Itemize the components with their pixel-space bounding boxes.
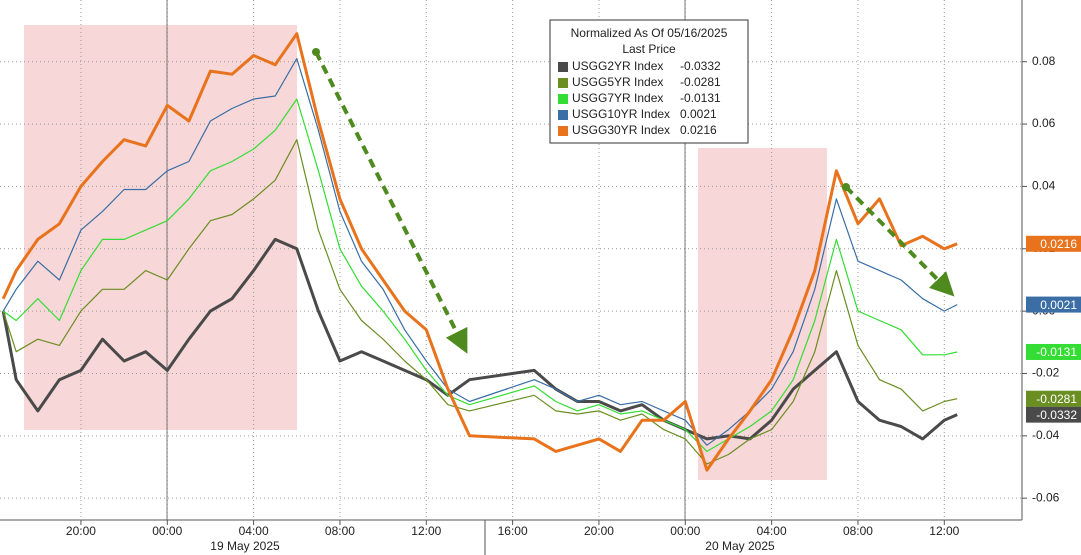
plot-lines [1,32,958,472]
last-value-label: -0.0281 [1036,392,1077,406]
last-value-label: 0.0216 [1040,237,1077,251]
legend-label: USGG7YR Index [572,91,663,105]
legend-label: USGG2YR Index [572,59,663,73]
x-tick-label: 16:00 [498,524,528,538]
last-value-tag [1026,390,1081,407]
series-line [1,32,958,472]
last-value-tag [1026,343,1081,360]
trend-arrow [314,51,468,354]
legend-label: USGG5YR Index [572,75,663,89]
x-tick-label: 00:00 [152,524,182,538]
legend-label: USGG30YR Index [572,123,670,137]
x-tick-label: 04:00 [757,524,787,538]
legend-swatch [558,94,568,104]
legend-value: -0.0332 [680,59,721,73]
last-value-label: -0.0332 [1036,408,1077,422]
legend-swatch [558,62,568,72]
highlight-region [24,25,297,430]
x-tick-label: 12:00 [929,524,959,538]
x-tick-label: 00:00 [670,524,700,538]
legend-value: 0.0216 [680,123,717,137]
x-tick-label: 20:00 [584,524,614,538]
last-value-tag [1026,406,1081,423]
y-tick-label: -0.04 [1032,428,1060,442]
legend-swatch [558,110,568,120]
x-tick-label: 20:00 [66,524,96,538]
trend-arrow-start [312,48,320,56]
legend-value: -0.0281 [680,75,721,89]
last-value-label: 0.0021 [1040,298,1077,312]
trend-arrow [844,185,955,297]
last-value-tag [1026,296,1081,313]
last-value-label: -0.0131 [1036,345,1077,359]
x-tick-label: 04:00 [239,524,269,538]
y-tick-label: 0.06 [1032,116,1056,130]
legend: Normalized As Of 05/16/2025 Last Price U… [549,19,749,144]
series-line [1,237,958,441]
last-value-tags: -0.0332 -0.0281 -0.0131 0.0021 0.0216 [1026,235,1081,423]
y-tick-label: -0.06 [1032,490,1060,504]
legend-subtitle: Last Price [622,42,676,56]
y-tick-label: -0.02 [1032,366,1060,380]
legend-title: Normalized As Of 05/16/2025 [571,26,728,40]
series-line [2,139,958,465]
legend-box [549,19,749,144]
highlight-region [698,148,827,480]
x-tick-label: 12:00 [411,524,441,538]
legend-value: -0.0131 [680,91,721,105]
x-date-label: 20 May 2025 [705,539,775,553]
legend-swatch [558,78,568,88]
trend-arrow-start [842,183,850,191]
x-tick-label: 08:00 [325,524,355,538]
y-tick-label: 0.08 [1032,54,1056,68]
x-tick-label: 08:00 [843,524,873,538]
legend-swatch [558,126,568,136]
y-tick-label: 0.04 [1032,179,1056,193]
x-date-label: 19 May 2025 [210,539,280,553]
last-value-tag [1026,235,1081,252]
legend-label: USGG10YR Index [572,107,670,121]
series-line [2,98,958,452]
legend-value: 0.0021 [680,107,717,121]
axes: -0.06-0.04-0.020.000.020.040.060.0820:00… [66,54,1060,553]
series-line [2,58,958,446]
